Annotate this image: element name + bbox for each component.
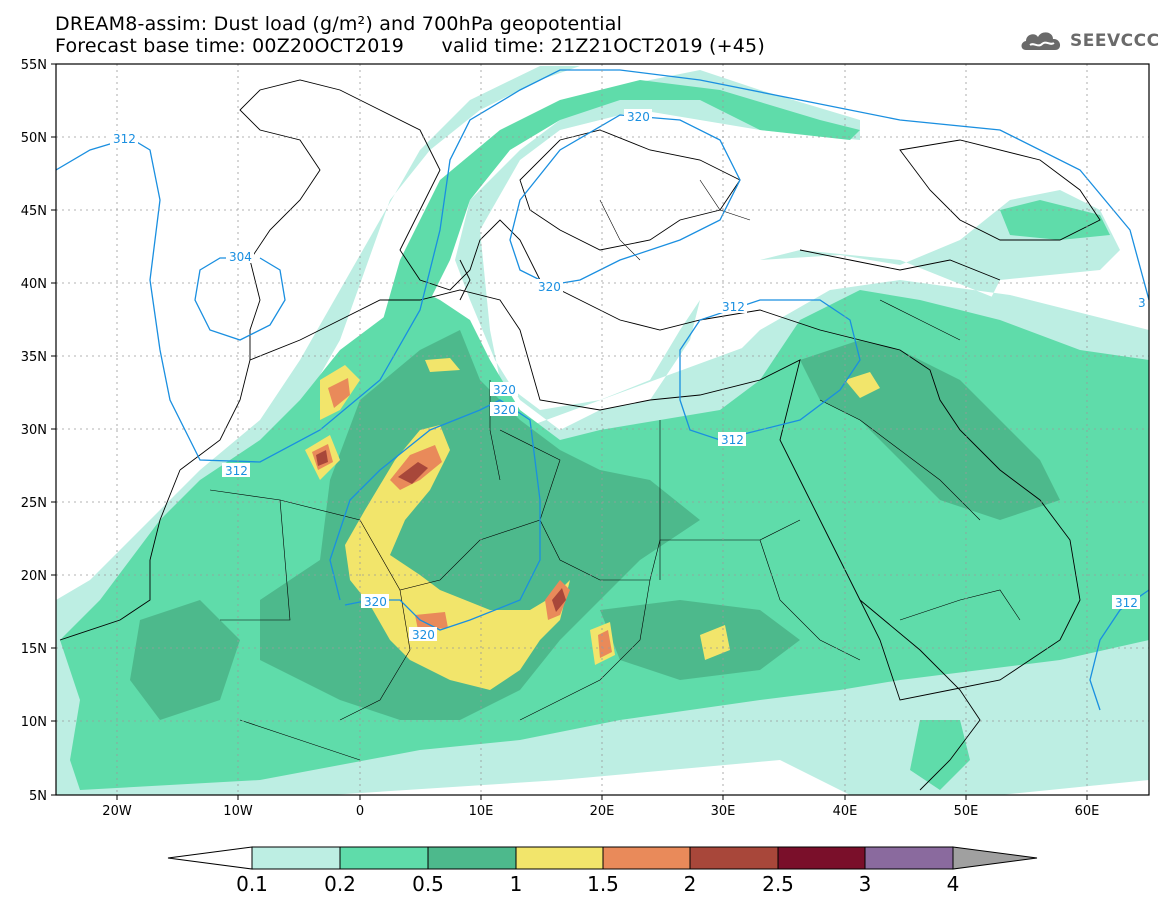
svg-text:320: 320 <box>538 280 561 294</box>
lat-label: 15N <box>21 642 47 657</box>
lon-label: 20E <box>590 804 615 819</box>
lon-label: 60E <box>1075 804 1100 819</box>
map-title-line1: DREAM8-assim: Dust load (g/m²) and 700hP… <box>55 13 623 35</box>
svg-text:312: 312 <box>225 464 248 478</box>
contour-label: 320 <box>535 279 563 294</box>
lon-label: 30E <box>711 804 736 819</box>
lon-label: 0 <box>356 804 364 819</box>
lat-label: 5N <box>29 789 47 804</box>
svg-text:312: 312 <box>1115 596 1138 610</box>
logo-text: SEEVCCC <box>1070 31 1160 51</box>
lat-label: 20N <box>21 569 47 584</box>
map-title-line2: Forecast base time: 00Z20OCT2019 valid t… <box>55 35 765 57</box>
latitude-labels: 55N 50N 45N 40N 35N 30N 25N 20N 15N 10N … <box>21 58 47 804</box>
contour-label: 304 <box>226 249 254 264</box>
svg-text:304: 304 <box>229 250 252 264</box>
svg-text:312: 312 <box>113 132 136 146</box>
lon-label: 10W <box>223 804 253 819</box>
svg-text:320: 320 <box>493 383 516 397</box>
contour-label-group: 312 320 304 320 320 312 320 312 312 320 … <box>110 109 1146 642</box>
contour-label: 312 <box>222 463 250 478</box>
graticule <box>56 64 1149 795</box>
lat-label: 50N <box>21 131 47 146</box>
lat-label: 40N <box>21 277 47 292</box>
contour-label: 320 <box>490 402 518 417</box>
contour-label: 312 <box>1112 595 1140 610</box>
contour-label: 312 <box>110 131 138 146</box>
svg-text:312: 312 <box>721 433 744 447</box>
contour-label: 320 <box>624 109 652 124</box>
contour-label: 320 <box>490 382 518 397</box>
lon-label: 10E <box>469 804 494 819</box>
svg-text:320: 320 <box>627 110 650 124</box>
lat-label: 55N <box>21 58 47 73</box>
svg-text:3: 3 <box>1138 296 1146 310</box>
lon-label: 40E <box>833 804 858 819</box>
contour-label: 320 <box>409 627 437 642</box>
lat-label: 45N <box>21 204 47 219</box>
lat-label: 10N <box>21 715 47 730</box>
contour-label: 312 <box>718 432 746 447</box>
lat-label: 25N <box>21 496 47 511</box>
cloud-icon <box>1021 32 1061 50</box>
lat-label: 35N <box>21 350 47 365</box>
lon-label: 20W <box>102 804 132 819</box>
svg-text:312: 312 <box>722 300 745 314</box>
svg-text:320: 320 <box>364 595 387 609</box>
seevccc-logo: SEEVCCC <box>1018 26 1160 56</box>
svg-text:320: 320 <box>412 628 435 642</box>
longitude-labels: 20W 10W 0 10E 20E 30E 40E 50E 60E <box>102 804 1099 819</box>
contour-label: 312 <box>719 299 747 314</box>
coastlines <box>59 79 1101 791</box>
axis-ticks <box>51 63 1088 800</box>
lat-label: 30N <box>21 423 47 438</box>
svg-text:320: 320 <box>493 403 516 417</box>
dust-layer-2 <box>316 450 566 612</box>
political-borders <box>209 179 1021 761</box>
contour-label: 3 <box>1138 296 1146 310</box>
contour-label: 320 <box>361 594 389 609</box>
lon-label: 50E <box>954 804 979 819</box>
